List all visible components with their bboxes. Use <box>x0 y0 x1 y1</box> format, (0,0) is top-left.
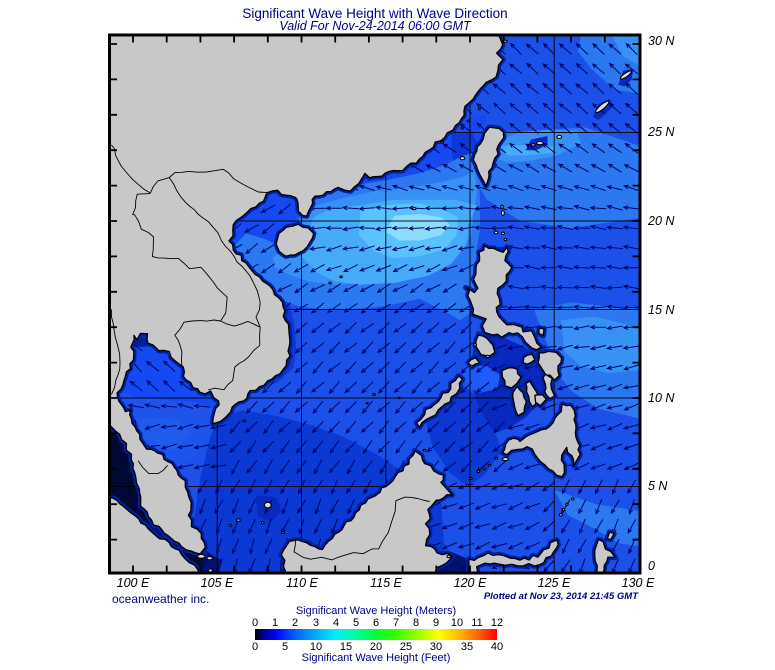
svg-text:12: 12 <box>491 617 503 629</box>
svg-text:0: 0 <box>252 617 258 629</box>
svg-text:Significant Wave Height with W: Significant Wave Height with Wave Direct… <box>242 6 507 21</box>
svg-text:20 N: 20 N <box>647 214 675 228</box>
svg-text:110 E: 110 E <box>286 576 318 590</box>
svg-text:Plotted at Nov 23, 2014 21:45: Plotted at Nov 23, 2014 21:45 GMT <box>484 591 639 602</box>
svg-text:9: 9 <box>433 617 439 629</box>
svg-text:11: 11 <box>471 617 482 629</box>
svg-text:20: 20 <box>370 641 382 653</box>
svg-text:120 E: 120 E <box>454 576 487 590</box>
svg-text:oceanweather inc.: oceanweather inc. <box>112 592 209 606</box>
svg-text:10 N: 10 N <box>648 391 675 405</box>
svg-text:6: 6 <box>373 617 379 629</box>
svg-text:10: 10 <box>451 617 463 629</box>
svg-text:5 N: 5 N <box>648 479 668 493</box>
svg-text:Significant Wave Height (Feet): Significant Wave Height (Feet) <box>302 652 451 664</box>
svg-text:105 E: 105 E <box>201 576 234 590</box>
svg-text:8: 8 <box>413 617 419 629</box>
svg-text:15 N: 15 N <box>648 303 675 317</box>
svg-text:5: 5 <box>353 617 359 629</box>
svg-text:5: 5 <box>282 641 288 653</box>
svg-text:125 E: 125 E <box>538 576 571 590</box>
svg-text:115 E: 115 E <box>370 576 402 590</box>
svg-text:2: 2 <box>292 617 298 629</box>
svg-text:25: 25 <box>400 641 412 653</box>
svg-text:1: 1 <box>272 617 278 629</box>
svg-text:0: 0 <box>252 641 258 653</box>
svg-text:0: 0 <box>648 559 655 573</box>
svg-text:30: 30 <box>430 641 442 653</box>
svg-text:10: 10 <box>310 641 322 653</box>
svg-text:25 N: 25 N <box>647 125 675 139</box>
svg-text:3: 3 <box>313 617 319 629</box>
svg-text:30 N: 30 N <box>648 34 675 48</box>
svg-text:100 E: 100 E <box>117 576 150 590</box>
svg-text:35: 35 <box>461 641 473 653</box>
svg-text:4: 4 <box>333 617 339 629</box>
svg-text:7: 7 <box>393 617 399 629</box>
svg-text:40: 40 <box>491 641 503 653</box>
svg-text:130 E: 130 E <box>622 576 655 590</box>
svg-text:Significant Wave Height (Meter: Significant Wave Height (Meters) <box>296 605 456 617</box>
svg-text:15: 15 <box>340 641 352 653</box>
svg-text:Valid For Nov-24-2014 06:00 GM: Valid For Nov-24-2014 06:00 GMT <box>279 19 472 33</box>
